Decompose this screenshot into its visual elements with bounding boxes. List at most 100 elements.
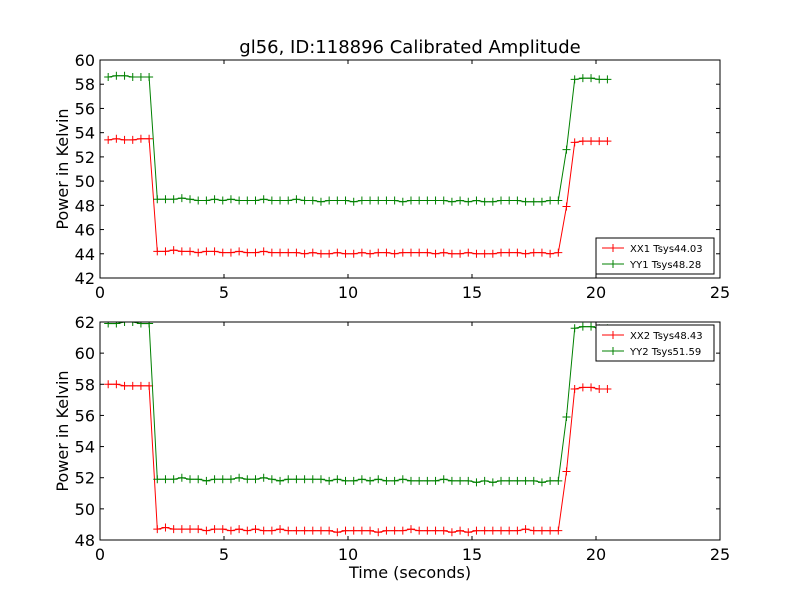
data-point [210, 247, 219, 256]
data-point [521, 249, 530, 258]
data-point [259, 473, 268, 482]
data-point [570, 138, 579, 147]
data-point [284, 526, 293, 535]
data-point [456, 526, 465, 535]
data-point [529, 476, 538, 485]
data-point [218, 196, 227, 205]
data-point [112, 322, 121, 328]
data-point [161, 195, 170, 204]
data-point [357, 196, 366, 205]
data-point [595, 75, 604, 84]
data-point [374, 475, 383, 484]
data-point [464, 528, 473, 537]
data-point [186, 195, 195, 204]
data-point [104, 322, 113, 328]
data-point [226, 475, 235, 484]
data-point [431, 249, 440, 258]
data-point [202, 247, 211, 256]
data-point [226, 248, 235, 257]
series-1-group [104, 380, 612, 537]
data-point [456, 249, 465, 258]
data-point [202, 196, 211, 205]
data-point [349, 476, 358, 485]
data-point [104, 72, 113, 81]
data-point [521, 197, 530, 206]
data-point [529, 197, 538, 206]
data-point [537, 248, 546, 257]
data-point [415, 196, 424, 205]
data-point [128, 381, 137, 390]
data-point [546, 249, 555, 258]
data-point [284, 475, 293, 484]
data-point [161, 475, 170, 484]
legend: XX2 Tsys48.43 YY2 Tsys51.59 [595, 324, 715, 362]
data-point [259, 526, 268, 535]
data-point [513, 248, 522, 257]
y-tick-label: 52 [75, 148, 95, 167]
data-point [456, 476, 465, 485]
y-tick-label: 46 [75, 221, 95, 240]
data-point [382, 526, 391, 535]
y-tick-label: 54 [75, 124, 95, 143]
y-tick-label: 60 [75, 51, 95, 70]
data-point [112, 134, 121, 143]
x-axis-label: Time (seconds) [348, 563, 471, 582]
data-point [177, 473, 186, 482]
data-point [537, 478, 546, 487]
data-point [587, 137, 596, 146]
data-point [497, 476, 506, 485]
data-point [145, 381, 154, 390]
data-point [186, 475, 195, 484]
data-point [554, 248, 563, 257]
data-point [202, 476, 211, 485]
data-point [513, 196, 522, 205]
data-point [316, 475, 325, 484]
data-point [194, 525, 203, 534]
data-point [300, 196, 309, 205]
data-point [447, 249, 456, 258]
data-point [431, 196, 440, 205]
data-point [276, 196, 285, 205]
data-point [505, 526, 514, 535]
axes-frame [99, 59, 721, 279]
data-point [218, 525, 227, 534]
data-point [439, 196, 448, 205]
data-point [472, 526, 481, 535]
data-point [243, 475, 252, 484]
data-point [497, 248, 506, 257]
data-point [251, 248, 260, 257]
data-point [267, 196, 276, 205]
data-point [603, 75, 612, 84]
data-point [128, 322, 137, 326]
data-point [595, 137, 604, 146]
data-point [562, 467, 571, 476]
data-point [153, 247, 162, 256]
data-point [587, 383, 596, 392]
data-point [210, 525, 219, 534]
data-point [325, 249, 334, 258]
data-point [562, 145, 571, 154]
data-point [374, 248, 383, 257]
data-point [423, 476, 432, 485]
data-point [243, 248, 252, 257]
x-tick-label: 20 [586, 283, 606, 302]
data-point [210, 475, 219, 484]
data-point [161, 523, 170, 532]
data-point [120, 322, 129, 326]
data-point [464, 476, 473, 485]
series-2-group [104, 322, 612, 487]
data-point [333, 528, 342, 537]
data-point [136, 134, 145, 143]
x-tick-label: 0 [95, 283, 105, 302]
data-point [366, 476, 375, 485]
x-tick-label: 15 [462, 545, 482, 564]
data-point [218, 475, 227, 484]
data-point [406, 525, 415, 534]
data-point [177, 247, 186, 256]
data-point [488, 249, 497, 258]
data-point [382, 248, 391, 257]
data-point [177, 194, 186, 203]
data-point [308, 475, 317, 484]
